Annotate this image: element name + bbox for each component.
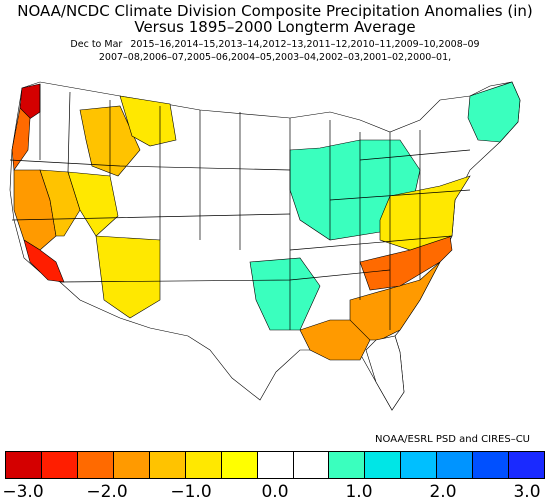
legend-swatch — [40, 451, 78, 479]
legend-swatch — [292, 451, 330, 479]
map-subtitle: Versus 1895–2000 Longterm Average — [134, 18, 416, 36]
us-precip-anomaly-map — [9, 81, 521, 411]
legend-ticks: −3.0 −2.0 −1.0 0.0 1.0 2.0 3.0 — [0, 482, 550, 504]
legend-tick-label: −3.0 — [2, 482, 44, 502]
legend-swatch — [184, 451, 222, 479]
legend-swatch — [148, 451, 186, 479]
legend-tick-label: 0.0 — [261, 482, 289, 502]
region-gulf-coast — [299, 319, 371, 361]
region-montana-west — [119, 95, 177, 147]
legend-swatch — [472, 451, 510, 479]
legend-swatch — [400, 451, 438, 479]
legend-tick-label: −1.0 — [170, 482, 212, 502]
color-legend — [5, 451, 546, 479]
region-nevada-west — [67, 171, 119, 237]
region-oregon-coast — [11, 107, 31, 171]
legend-tick-label: 1.0 — [345, 482, 373, 502]
period-label: Dec to Mar — [70, 39, 123, 50]
legend-swatch — [364, 451, 402, 479]
map-title: NOAA/NCDC Climate Division Composite Pre… — [17, 2, 533, 20]
legend-swatch — [220, 451, 258, 479]
region-new-england — [467, 81, 521, 143]
season-list-line-1: Dec to Mar 2015–16,2014–15,2013–14,2012–1… — [0, 39, 550, 51]
legend-swatch — [256, 451, 294, 479]
legend-swatch — [5, 451, 42, 479]
region-arizona — [95, 235, 161, 319]
climate-division-fills — [9, 81, 521, 411]
legend-swatch — [328, 451, 366, 479]
legend-swatch — [112, 451, 150, 479]
legend-tick-label: −2.0 — [86, 482, 128, 502]
season-list-line-2: 2007–08,2006–07,2005–06,2004–05,2003–04,… — [98, 52, 452, 63]
legend-tick-label: 2.0 — [429, 482, 457, 502]
legend-swatch — [436, 451, 474, 479]
florida — [365, 335, 405, 411]
state-borders — [9, 84, 471, 330]
credit-text: NOAA/ESRL PSD and CIRES–CU — [375, 434, 530, 445]
legend-swatch — [76, 451, 114, 479]
seasons-text-1: 2015–16,2014–15,2013–14,2012–13,2011–12,… — [130, 39, 480, 50]
region-wa-coast — [19, 83, 41, 121]
legend-tick-label: 3.0 — [513, 482, 541, 502]
legend-swatch — [508, 451, 546, 479]
